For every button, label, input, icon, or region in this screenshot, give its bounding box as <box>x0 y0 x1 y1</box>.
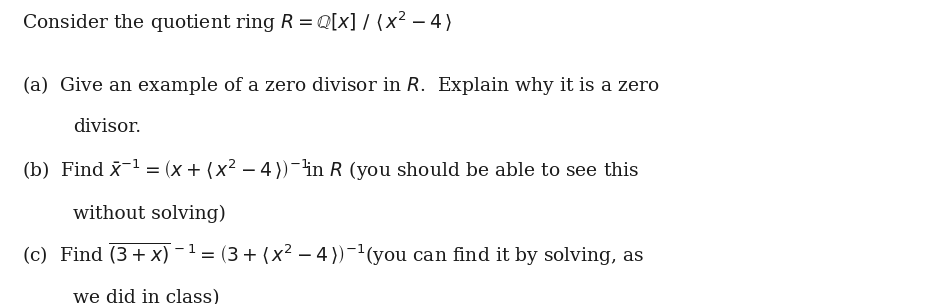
Text: we did in class): we did in class) <box>72 289 219 304</box>
Text: divisor.: divisor. <box>72 118 141 136</box>
Text: Consider the quotient ring $R = \mathbb{Q}[x] \,\slash\, \langle\, x^2 - 4\, \ra: Consider the quotient ring $R = \mathbb{… <box>22 9 452 35</box>
Text: (c)  Find $\overline{(3+x)}^{\,-1} = \left(3 + \langle\, x^2 - 4\, \rangle\right: (c) Find $\overline{(3+x)}^{\,-1} = \lef… <box>22 240 644 268</box>
Text: (a)  Give an example of a zero divisor in $R$.  Explain why it is a zero: (a) Give an example of a zero divisor in… <box>22 74 660 97</box>
Text: without solving): without solving) <box>72 205 226 223</box>
Text: (b)  Find $\bar{x}^{-1} = \left(x + \langle\, x^2 - 4\, \rangle\right)^{-1}\!$in: (b) Find $\bar{x}^{-1} = \left(x + \lang… <box>22 158 639 184</box>
